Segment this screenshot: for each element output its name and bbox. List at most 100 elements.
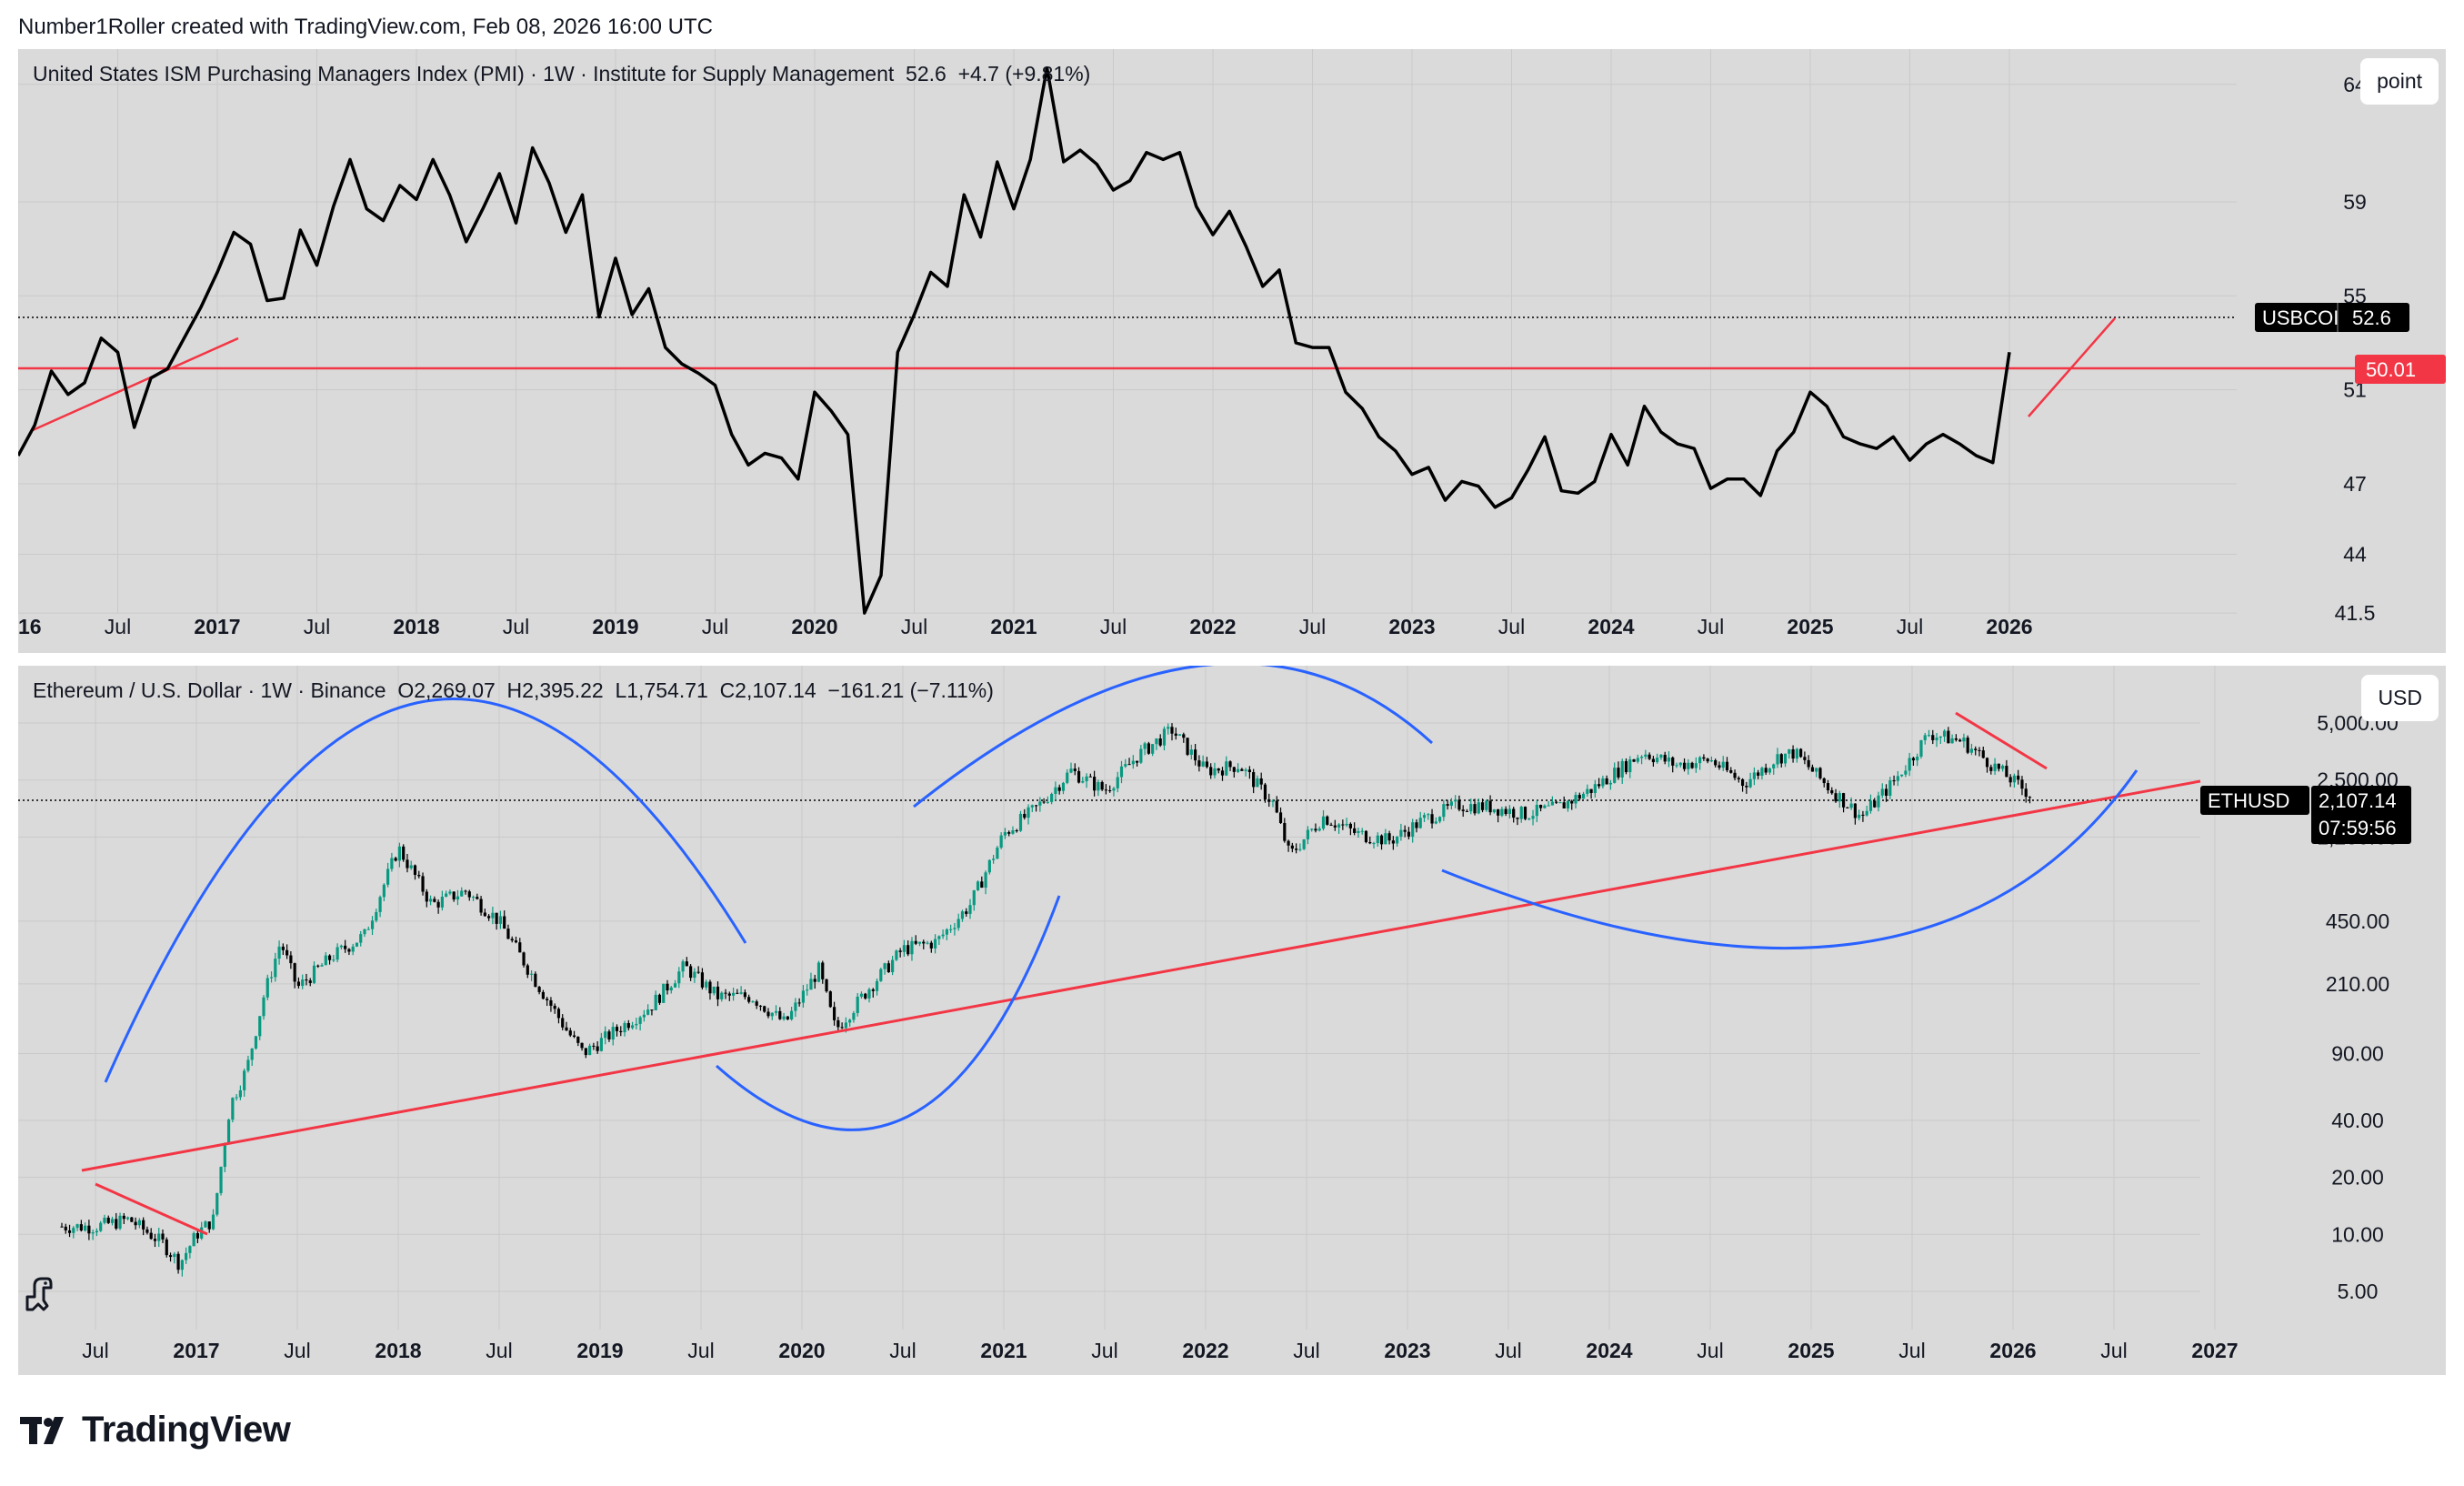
trendline-support-2016[interactable] — [32, 336, 239, 432]
eth-candle-body — [165, 1239, 168, 1256]
trendline-breakout-2026[interactable] — [2028, 317, 2116, 417]
eth-candle-body — [599, 1038, 604, 1051]
eth-candle-body — [1357, 830, 1360, 833]
eth-candle-body — [1962, 738, 1966, 742]
eth-candle-body — [258, 1016, 262, 1037]
pmi-pane[interactable]: United States ISM Purchasing Managers In… — [18, 49, 2446, 653]
pmi-x-tick-label: Jul — [105, 615, 131, 638]
eth-candle-body — [1069, 768, 1073, 773]
bar-countdown-label: 07:59:56 — [2319, 817, 2397, 839]
currency-button[interactable]: USD — [2361, 675, 2439, 721]
eth-candle-body — [1167, 727, 1170, 729]
eth-candle-body — [417, 874, 421, 877]
arc-2021-2022[interactable] — [913, 666, 1434, 808]
eth-candle-body — [1066, 772, 1069, 783]
eth-candle-body — [871, 989, 875, 991]
eth-candle-body — [630, 1025, 635, 1029]
eth-candle-body — [1131, 760, 1135, 765]
eth-candle-body — [1379, 835, 1384, 845]
eth-candle-body — [992, 858, 996, 860]
eth-candle-body — [588, 1045, 592, 1056]
eth-candle-body — [1244, 769, 1247, 771]
eth-candle-body — [1155, 738, 1158, 745]
eth-candle-body — [689, 966, 693, 979]
eth-candle-body — [223, 1144, 226, 1168]
eth-candle-body — [685, 961, 688, 967]
eth-candle-body — [968, 905, 972, 914]
eth-candle-body — [219, 1167, 223, 1193]
eth-candle-body — [1911, 758, 1916, 761]
ethusd-pane[interactable]: Ethereum / U.S. Dollar · 1W · Binance O2… — [18, 666, 2446, 1375]
eth-candle-body — [856, 996, 859, 1013]
eth-candle-body — [553, 1005, 556, 1009]
eth-candle-body — [2012, 775, 2017, 783]
eth-candle-body — [375, 911, 378, 921]
eth-candle-body — [1030, 805, 1034, 808]
eth-candle-body — [1868, 800, 1873, 811]
eth-candle-body — [1760, 768, 1764, 776]
chart-credit: Number1Roller created with TradingView.c… — [18, 15, 713, 39]
eth-candle-body — [106, 1217, 110, 1223]
eth-candle-body — [479, 899, 483, 913]
eth-candle-body — [1162, 728, 1167, 746]
eth-candle-body — [215, 1192, 219, 1215]
eth-candle-body — [503, 916, 506, 929]
eth-candle-body — [1562, 802, 1566, 808]
eth-candle-body — [1263, 784, 1267, 800]
eth-candle-body — [716, 986, 720, 999]
eth-candle-body — [1706, 758, 1709, 762]
eth-candle-body — [1073, 768, 1077, 771]
eth-candle-body — [1714, 760, 1718, 766]
eth-candle-body — [1608, 782, 1613, 785]
long-term-trendline[interactable] — [81, 779, 2201, 1172]
arc-2023-2026[interactable] — [1441, 769, 2138, 950]
pmi-x-tick-label: 2018 — [393, 615, 439, 638]
eth-candle-body — [1752, 772, 1756, 779]
pmi-x-tick-label: 2025 — [1787, 615, 1833, 638]
eth-candle-body — [801, 990, 806, 1003]
eth-candle-body — [1376, 835, 1379, 844]
trendline-downtrend-2026[interactable] — [1955, 711, 2048, 770]
eth-candle-body — [1601, 778, 1605, 787]
eth-candle-body — [763, 1006, 766, 1012]
eth-candle-body — [902, 945, 906, 952]
eth-candle-body — [296, 981, 301, 987]
eth-candle-body — [226, 1120, 231, 1145]
scale-mode-button[interactable]: point — [2360, 58, 2439, 105]
eth-candle-body — [1671, 757, 1675, 766]
eth-candle-body — [1449, 801, 1453, 806]
trendline-downtrend-2016[interactable] — [95, 1182, 208, 1236]
eth-candle-body — [254, 1036, 258, 1049]
eth-candle-body — [1659, 754, 1663, 758]
ethusd-price-label: 2,107.14 — [2319, 789, 2397, 812]
pmi-x-tick-label: 2016 — [18, 615, 42, 638]
eth-candle-body — [1112, 788, 1116, 791]
eth-candle-body — [483, 912, 486, 917]
eth-candle-body — [445, 893, 448, 898]
eth-candle-body — [1403, 829, 1407, 832]
eth-candle-body — [626, 1022, 630, 1029]
eth-candle-body — [1007, 832, 1011, 834]
eth-candle-body — [1407, 831, 1411, 837]
arc-2020-bottom[interactable] — [716, 895, 1061, 1131]
eth-candle-body — [1908, 758, 1911, 771]
eth-candle-body — [1418, 818, 1422, 828]
eth-candle-body — [1446, 804, 1449, 806]
eth-candle-body — [1050, 793, 1054, 802]
arc-2017-2019[interactable] — [104, 697, 747, 1083]
eth-candle-body — [320, 965, 324, 967]
eth-candle-body — [1589, 788, 1593, 793]
eth-candle-body — [1480, 802, 1485, 810]
eth-candle-body — [301, 979, 305, 987]
eth-x-tick-label: 2020 — [778, 1339, 825, 1362]
eth-candle-body — [941, 934, 945, 937]
eth-candle-body — [945, 929, 948, 935]
eth-candle-body — [103, 1217, 106, 1223]
eth-candle-body — [265, 978, 269, 998]
tradingview-logo[interactable]: TradingView — [20, 1410, 291, 1451]
eth-candle-body — [864, 993, 867, 999]
eth-candle-body — [1174, 733, 1177, 736]
eth-candle-body — [1186, 738, 1189, 755]
eth-candle-body — [1454, 799, 1457, 802]
eth-candle-body — [425, 891, 428, 902]
